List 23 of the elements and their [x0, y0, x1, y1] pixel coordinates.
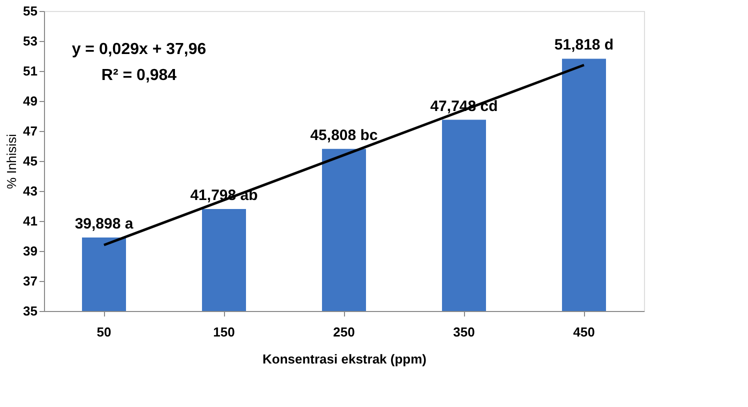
y-tick-label: 53 — [23, 34, 38, 48]
x-axis-title: Konsentrasi ekstrak (ppm) — [262, 352, 426, 366]
y-tick-label: 47 — [23, 124, 38, 138]
data-label: 45,808 bc — [310, 126, 378, 144]
y-axis-title: % Inhisisi — [4, 134, 20, 189]
y-tick-label: 43 — [23, 184, 38, 198]
y-tick-label: 51 — [23, 64, 38, 78]
x-tick-label: 50 — [96, 324, 112, 340]
y-tick-label: 39 — [23, 244, 38, 258]
y-tick-label: 41 — [23, 214, 38, 228]
y-tick-label: 37 — [23, 274, 38, 288]
data-label: 51,818 d — [554, 36, 614, 54]
annotation: y = 0,029x + 37,96 — [72, 41, 206, 58]
x-tick-label: 450 — [573, 324, 595, 340]
x-tick-label: 250 — [333, 324, 355, 340]
annotation: R² = 0,984 — [101, 67, 177, 84]
y-tick-label: 49 — [23, 94, 38, 108]
y-tick-label: 55 — [23, 4, 38, 18]
x-tick-label: 350 — [453, 324, 475, 340]
x-tick-label: 150 — [213, 324, 235, 340]
y-tick-label: 35 — [23, 304, 38, 318]
data-label: 39,898 a — [74, 216, 134, 233]
y-tick-label: 45 — [23, 154, 38, 168]
